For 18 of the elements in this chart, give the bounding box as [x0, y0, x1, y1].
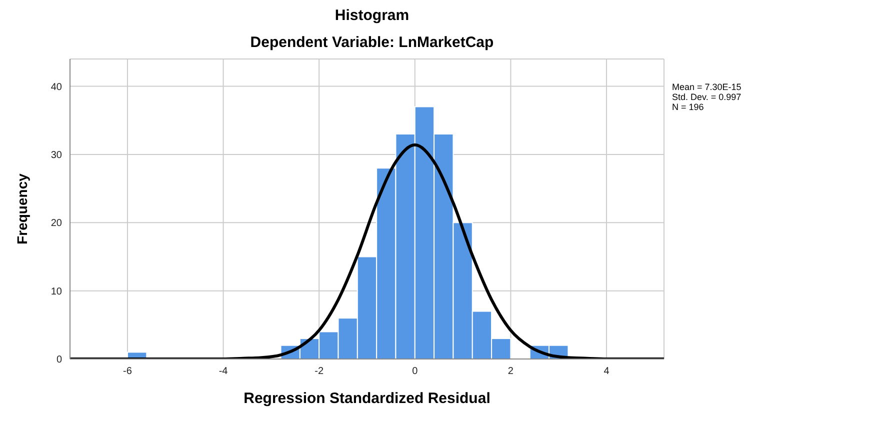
x-tick-label: 0	[412, 366, 418, 378]
chart-title: Histogram	[334, 7, 410, 24]
text: N = 196	[672, 102, 705, 112]
x-tick-label: -2	[314, 366, 324, 378]
x-axis-title: Regression Standardized Residual	[244, 390, 490, 407]
text: Mean = 7.30E-15	[672, 82, 742, 92]
x-tick-label: 4	[604, 366, 610, 378]
x-tick-label: 2	[508, 366, 514, 378]
y-tick-label: 30	[50, 150, 62, 162]
x-tick-label: -4	[218, 366, 228, 378]
chart-subtitle: Dependent Variable: LnMarketCap	[249, 34, 495, 51]
y-tick-label: 0	[56, 354, 62, 366]
y-tick-label: 10	[50, 286, 62, 298]
y-tick-label: 40	[50, 82, 62, 93]
y-tick-label: 20	[50, 218, 62, 230]
y-axis-title: Frequency	[14, 173, 30, 244]
x-tick-label: -6	[123, 366, 132, 378]
text: Std. Dev. = 0.997	[672, 92, 742, 102]
